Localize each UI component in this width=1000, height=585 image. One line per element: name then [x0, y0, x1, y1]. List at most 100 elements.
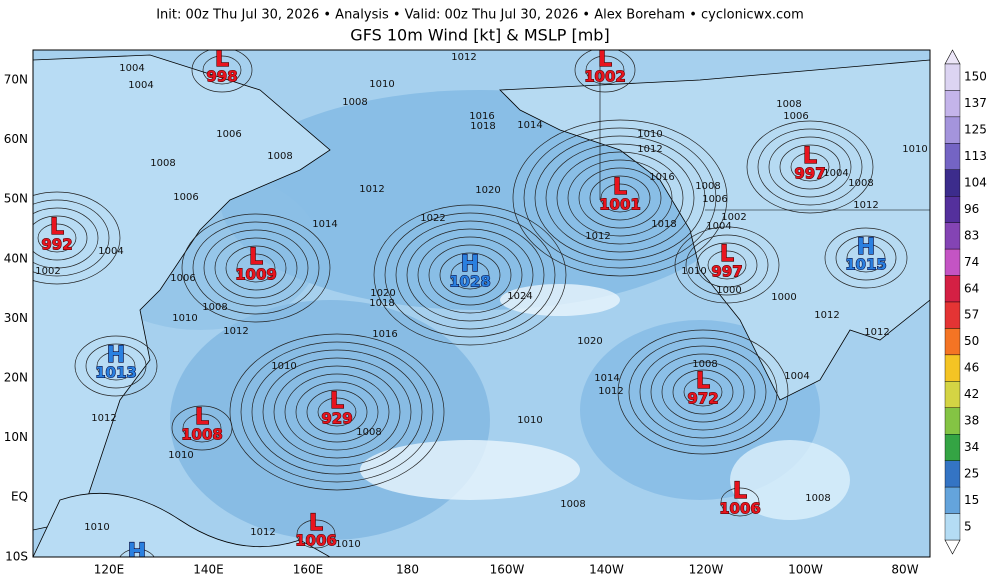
isobar-label: 1012 [359, 184, 384, 195]
colorbar-label: 42 [964, 387, 979, 401]
isobar-label: 1008 [776, 99, 801, 110]
center-pressure: 1009 [235, 266, 277, 284]
isobar-label: 1016 [372, 329, 397, 340]
center-pressure: 1002 [584, 68, 626, 86]
isobar [600, 183, 640, 213]
center-letter: L [309, 511, 323, 536]
isobar [685, 234, 769, 296]
isobar-label: 1004 [98, 246, 123, 257]
center-letter: L [50, 215, 64, 240]
isobar-label: 1006 [173, 192, 198, 203]
isobar-label: 1008 [342, 97, 367, 108]
isobar-label: 1010 [335, 539, 360, 550]
isobar [846, 243, 886, 273]
center-letter: H [461, 252, 479, 277]
colorbar-swatch [944, 434, 961, 461]
axes: 70N 60N 50N 40N 30N 20N 10N EQ 10S 120E 140E 160E 18… [4, 73, 919, 577]
isobar [240, 341, 434, 483]
isobar-label: 1010 [168, 450, 193, 461]
isobar-label: 1016 [469, 111, 494, 122]
center-pressure: 998 [206, 68, 237, 86]
isobar [617, 329, 789, 455]
colorbar-swatch [944, 116, 961, 144]
isobar-label: 1008 [848, 178, 873, 189]
isobar [191, 50, 253, 93]
isobar [523, 127, 717, 269]
colorbar-swatch [944, 196, 961, 223]
isobar-label: 1012 [864, 327, 889, 338]
center-pressure: 972 [687, 390, 718, 408]
colorbar-swatch [944, 460, 961, 488]
center-letter: L [733, 479, 747, 504]
map: L998L1002L992L1009H1013L1008L929H1028L10… [33, 47, 930, 565]
isobar [683, 377, 723, 407]
colorbar-label: 38 [964, 414, 979, 428]
lat-label: 10S [5, 549, 28, 563]
isobar-label: 1010 [271, 361, 296, 372]
header-info: Init: 00z Thu Jul 30, 2026 • Analysis • … [156, 8, 804, 23]
isobar-label: 1012 [598, 386, 623, 397]
colorbar-label: 50 [964, 334, 979, 348]
isobar-label: 1012 [853, 200, 878, 211]
isobar [284, 373, 390, 451]
isobar-label: 1014 [312, 219, 337, 230]
isobar [406, 228, 534, 322]
center-pressure: 1001 [599, 196, 641, 214]
center-letter: L [598, 47, 612, 72]
colorbar-label: 113 [964, 149, 987, 163]
center-letter: L [215, 47, 229, 72]
isobar [384, 212, 556, 338]
isobar [74, 335, 158, 397]
isobar [720, 487, 760, 517]
center-pressure: 1006 [295, 532, 337, 550]
isobars [33, 50, 908, 557]
isobar [824, 227, 908, 289]
isobar-label: 1004 [706, 221, 731, 232]
isobar [373, 204, 567, 346]
colorbar-label: 125 [964, 123, 987, 137]
isobar [661, 361, 745, 423]
colorbar-label: 25 [964, 466, 979, 480]
isobar-label: 1002 [721, 212, 746, 223]
isobar-label: 1008 [356, 427, 381, 438]
isobar [450, 260, 490, 290]
isobar-label: 1020 [475, 185, 500, 196]
colorbar-label: 96 [964, 202, 979, 216]
colorbar-label: 46 [964, 361, 979, 375]
isobar-label: 1010 [681, 266, 706, 277]
colorbar-label: 150 [964, 70, 987, 84]
isobar-label: 1010 [902, 144, 927, 155]
lon-label: 120W [689, 563, 724, 577]
colorbar-label: 83 [964, 228, 979, 242]
colorbar-swatch [944, 222, 961, 250]
center-pressure: 997 [711, 263, 742, 281]
isobar-label: 1008 [560, 499, 585, 510]
isobar [317, 397, 357, 427]
isobar [790, 152, 830, 182]
isobar-label: 1004 [119, 63, 144, 74]
isobar [262, 357, 412, 467]
center-letter: H [128, 540, 146, 565]
isobar [567, 159, 673, 237]
labels: L998L1002L992L1009H1013L1008L929H1028L10… [35, 47, 927, 565]
center-pressure: 997 [794, 165, 825, 183]
isobar [534, 135, 706, 261]
isobar [574, 50, 636, 93]
isobar [545, 143, 695, 253]
lon-label: 160E [293, 563, 324, 577]
isobar-label: 1012 [451, 52, 476, 63]
isobar-label: 1010 [369, 79, 394, 90]
isobar [639, 345, 767, 439]
center-pressure: 1008 [181, 426, 223, 444]
isobar-label: 1008 [202, 302, 227, 313]
isobar-label: 1010 [172, 313, 197, 324]
lon-label: 140W [589, 563, 624, 577]
isobar-label: 1012 [250, 527, 275, 538]
colorbar-label: 34 [964, 440, 979, 454]
isobar-label: 1008 [692, 359, 717, 370]
isobar [37, 223, 77, 253]
isobar [395, 220, 545, 330]
center-letter: L [249, 245, 263, 270]
colorbar-swatch [944, 143, 961, 170]
isobar-label: 1020 [577, 336, 602, 347]
